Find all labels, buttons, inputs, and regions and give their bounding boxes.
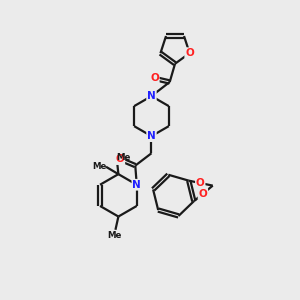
- Text: O: O: [150, 74, 159, 83]
- Text: N: N: [132, 180, 141, 190]
- Text: N: N: [147, 91, 156, 101]
- Text: N: N: [147, 131, 156, 141]
- Text: O: O: [196, 178, 205, 188]
- Text: Me: Me: [116, 153, 130, 162]
- Text: Me: Me: [107, 231, 121, 240]
- Text: Me: Me: [92, 162, 107, 171]
- Text: O: O: [199, 189, 207, 199]
- Text: O: O: [116, 154, 124, 164]
- Text: O: O: [185, 48, 194, 58]
